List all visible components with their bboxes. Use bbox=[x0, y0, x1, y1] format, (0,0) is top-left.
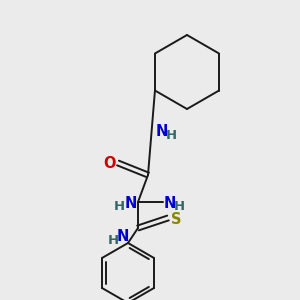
Text: N: N bbox=[124, 196, 137, 211]
Text: H: H bbox=[166, 129, 177, 142]
Text: O: O bbox=[103, 157, 115, 172]
Text: H: H bbox=[174, 200, 185, 214]
Text: N: N bbox=[164, 196, 176, 211]
Text: H: H bbox=[107, 234, 118, 247]
Text: S: S bbox=[171, 212, 181, 226]
Text: N: N bbox=[156, 124, 168, 139]
Text: H: H bbox=[114, 200, 125, 214]
Text: N: N bbox=[116, 229, 128, 244]
